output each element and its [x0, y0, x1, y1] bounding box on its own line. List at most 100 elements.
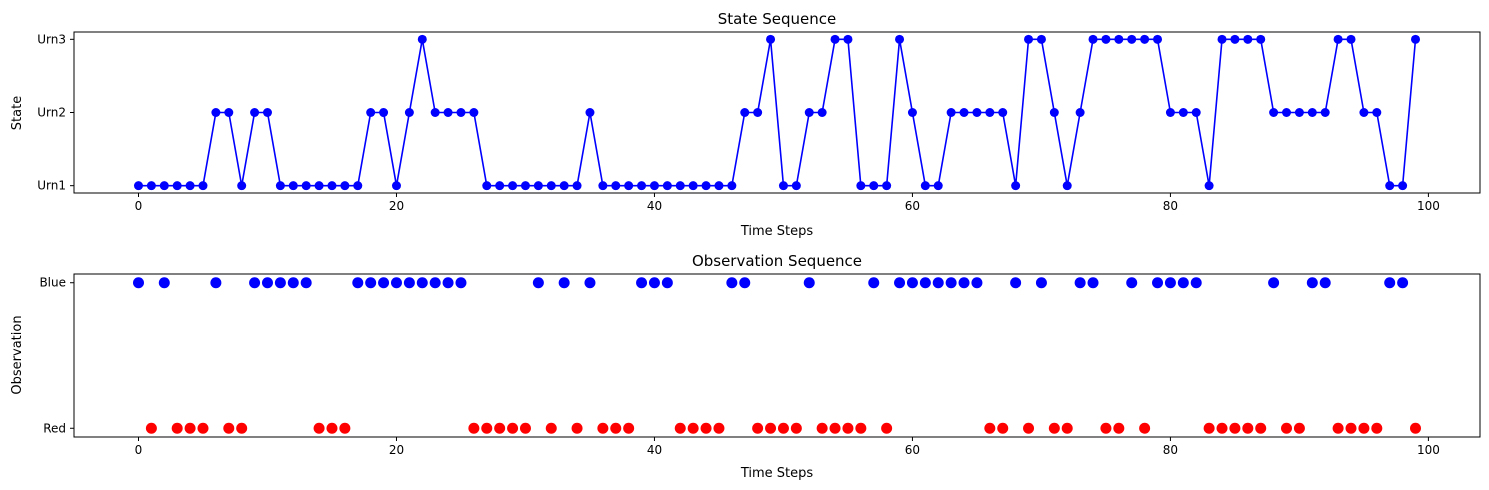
state-x-ticks: 0 20 40 60 80 100: [135, 193, 1440, 213]
state-point: [237, 181, 247, 191]
state-point: [1307, 108, 1317, 117]
state-point: [520, 181, 530, 191]
state-point: [611, 181, 621, 191]
observation-x-tick-label: 100: [1417, 443, 1440, 457]
observation-point: [571, 422, 583, 434]
observation-point: [1113, 422, 1125, 434]
state-point: [1140, 34, 1150, 44]
state-point: [1346, 34, 1356, 44]
state-point: [1294, 108, 1304, 117]
observation-point: [597, 422, 609, 434]
state-point: [675, 181, 685, 191]
observation-point: [894, 277, 906, 289]
observation-x-tick-label: 0: [135, 443, 143, 457]
observation-point: [713, 422, 725, 434]
state-point: [1320, 108, 1330, 117]
state-point: [1256, 34, 1266, 44]
observation-point: [1397, 277, 1409, 289]
observation-point: [519, 422, 531, 434]
observation-point: [1319, 277, 1331, 289]
state-point: [262, 108, 272, 117]
observation-point: [610, 422, 622, 434]
observation-point: [223, 422, 235, 434]
state-point: [443, 108, 453, 117]
state-point: [727, 181, 737, 191]
state-point: [778, 181, 788, 191]
observation-x-tick-label: 20: [389, 443, 404, 457]
observation-point: [661, 277, 673, 289]
observation-point: [197, 422, 209, 434]
observation-point: [700, 422, 712, 434]
state-point: [185, 181, 195, 191]
observation-chart-title: Observation Sequence: [692, 252, 862, 270]
observation-point: [906, 277, 918, 289]
observation-point: [1126, 277, 1138, 289]
observation-point: [1306, 277, 1318, 289]
observation-x-tick-label: 80: [1163, 443, 1178, 457]
state-x-tick-label: 0: [135, 199, 143, 213]
state-point: [740, 108, 750, 117]
state-point: [1062, 181, 1072, 191]
state-point: [1372, 108, 1382, 117]
state-point: [1282, 108, 1292, 117]
observation-point: [494, 422, 506, 434]
observation-point: [919, 277, 931, 289]
state-line: [138, 38, 1417, 187]
state-point: [482, 181, 492, 191]
state-point: [869, 181, 879, 191]
state-point: [701, 181, 711, 191]
observation-point: [403, 277, 415, 289]
observation-point: [132, 277, 144, 289]
observation-point: [623, 422, 635, 434]
observation-point: [339, 422, 351, 434]
state-point: [1178, 108, 1188, 117]
observation-point: [636, 277, 648, 289]
state-x-tick-label: 40: [647, 199, 662, 213]
observation-point: [1100, 422, 1112, 434]
state-point: [469, 108, 479, 117]
observation-point: [777, 422, 789, 434]
observation-point: [997, 422, 1009, 434]
observation-point: [726, 277, 738, 289]
observation-point: [1371, 422, 1383, 434]
state-y-tick-label: Urn1: [37, 179, 66, 193]
state-point: [933, 181, 943, 191]
state-point: [985, 108, 995, 117]
observation-point: [674, 422, 686, 434]
observation-point: [507, 422, 519, 434]
observation-point: [184, 422, 196, 434]
state-y-ticks: Urn1 Urn2 Urn3: [37, 32, 74, 193]
state-x-axis-label: Time Steps: [740, 224, 814, 239]
observation-point: [558, 277, 570, 289]
observation-point: [1048, 422, 1060, 434]
state-point: [1011, 181, 1021, 191]
state-point: [714, 181, 724, 191]
state-point: [830, 34, 840, 44]
state-point: [1230, 34, 1240, 44]
state-x-tick-label: 60: [905, 199, 920, 213]
state-point: [585, 108, 595, 117]
state-point: [366, 108, 376, 117]
state-point: [817, 108, 827, 117]
observation-point: [1061, 422, 1073, 434]
state-point: [430, 108, 440, 117]
state-point: [172, 181, 182, 191]
observation-x-tick-label: 60: [905, 443, 920, 457]
observation-point: [1152, 277, 1164, 289]
state-point: [843, 34, 853, 44]
state-point: [856, 181, 866, 191]
observation-point: [1293, 422, 1305, 434]
state-point: [417, 34, 427, 44]
observation-point: [390, 277, 402, 289]
observation-point: [816, 422, 828, 434]
state-point: [1269, 108, 1279, 117]
state-point: [1191, 108, 1201, 117]
observation-point: [855, 422, 867, 434]
observation-point: [326, 422, 338, 434]
state-point: [662, 181, 672, 191]
state-point: [288, 181, 298, 191]
observation-point: [274, 277, 286, 289]
observation-point: [378, 277, 390, 289]
state-point: [159, 181, 169, 191]
observation-point: [932, 277, 944, 289]
